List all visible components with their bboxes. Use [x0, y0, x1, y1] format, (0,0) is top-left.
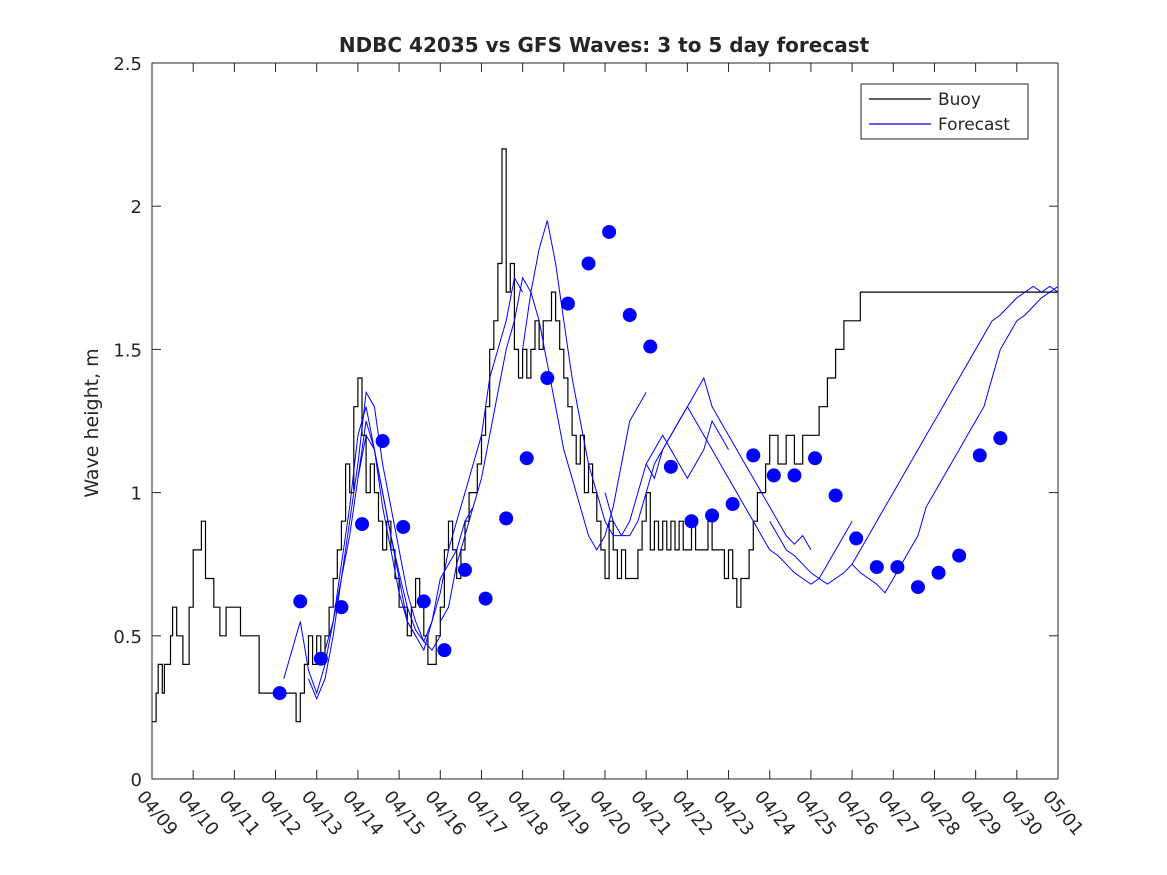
- y-axis-label: Wave height, m: [81, 348, 103, 497]
- forecast-point: [602, 224, 617, 239]
- forecast-point: [457, 562, 472, 577]
- forecast-run-line: [851, 285, 1059, 594]
- forecast-point: [787, 468, 802, 483]
- forecast-point: [540, 371, 555, 386]
- forecast-point: [272, 686, 287, 701]
- forecast-point: [581, 256, 596, 271]
- forecast-point: [725, 497, 740, 512]
- forecast-point: [849, 531, 864, 546]
- forecast-point: [972, 448, 987, 463]
- forecast-point: [293, 594, 308, 609]
- legend-box: [860, 83, 1029, 140]
- forecast-run-line: [522, 220, 729, 537]
- forecast-run-line: [283, 406, 417, 695]
- forecast-point: [313, 651, 328, 666]
- forecast-point: [560, 296, 575, 311]
- y-tick-label: 0.5: [113, 627, 142, 648]
- forecast-point: [375, 434, 390, 449]
- forecast-point: [416, 594, 431, 609]
- forecast-point: [746, 448, 761, 463]
- forecast-point: [499, 511, 514, 526]
- forecast-point: [808, 451, 823, 466]
- forecast-run-line: [645, 405, 853, 585]
- forecast-run-line: [357, 276, 524, 643]
- chart-title: NDBC 42035 vs GFS Waves: 3 to 5 day fore…: [339, 33, 870, 57]
- legend-entry-label: Forecast: [938, 115, 1010, 135]
- forecast-point: [931, 565, 946, 580]
- forecast-point: [952, 548, 967, 563]
- forecast-point: [766, 468, 781, 483]
- forecast-point: [993, 431, 1008, 446]
- forecast-point: [478, 591, 493, 606]
- y-tick-label: 1.5: [113, 340, 142, 361]
- forecast-run-line: [604, 376, 812, 551]
- forecast-point: [869, 560, 884, 575]
- y-tick-label: 1: [131, 484, 142, 505]
- y-tick-label: 2: [131, 197, 142, 218]
- y-tick-label: 2.5: [113, 54, 142, 75]
- forecast-point: [684, 514, 699, 529]
- forecast-point: [396, 519, 411, 534]
- forecast-point: [705, 508, 720, 523]
- forecast-point: [828, 488, 843, 503]
- forecast-point: [663, 459, 678, 474]
- forecast-point: [437, 643, 452, 658]
- forecast-run-line: [308, 390, 441, 701]
- forecast-run-line: [439, 276, 647, 622]
- forecast-point: [519, 451, 534, 466]
- forecast-run-line: [769, 285, 1059, 585]
- forecast-point: [355, 517, 370, 532]
- forecast-point: [622, 308, 637, 323]
- y-tick-label: 0: [131, 770, 142, 791]
- legend: Buoy Forecast: [860, 83, 1029, 140]
- forecast-point: [890, 560, 905, 575]
- forecast-point: [910, 580, 925, 595]
- forecast-point: [643, 339, 658, 354]
- legend-entry-label: Buoy: [938, 90, 981, 110]
- forecast-run-line: [324, 420, 474, 652]
- forecast-point: [334, 600, 349, 615]
